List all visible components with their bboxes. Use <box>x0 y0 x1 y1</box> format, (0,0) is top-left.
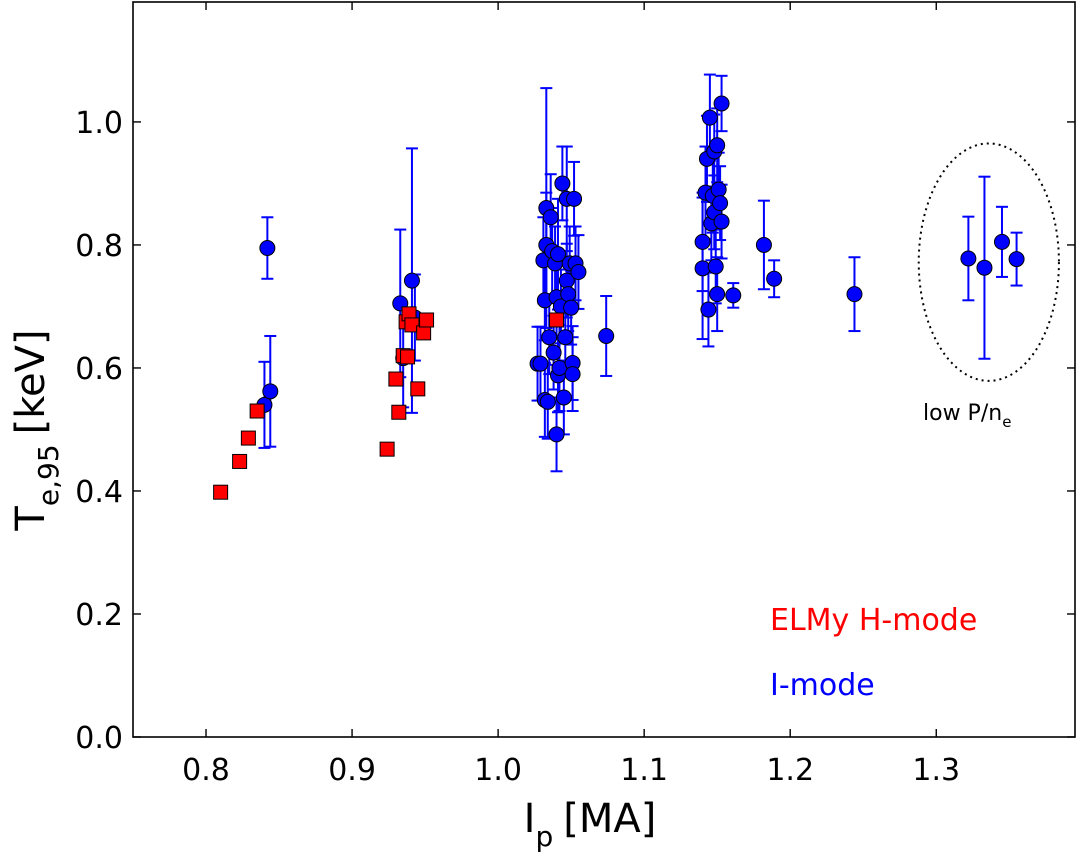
i-mode-points <box>256 95 1025 443</box>
i-mode-point <box>539 393 556 410</box>
i-mode-point <box>976 259 993 276</box>
elmy-h-mode-point <box>400 349 416 365</box>
elmy-h-mode-point <box>416 325 432 341</box>
i-mode-point <box>564 366 581 383</box>
y-tick-label: 0.4 <box>75 475 123 510</box>
i-mode-error-bars <box>258 73 1023 473</box>
i-mode-point <box>570 264 587 281</box>
i-mode-point <box>755 236 772 253</box>
legend-entry-elmy-h-mode: ELMy H-mode <box>770 603 977 638</box>
i-mode-point <box>694 233 711 250</box>
i-mode-point <box>700 301 717 318</box>
y-axis-symbol: T <box>8 506 54 532</box>
i-mode-point <box>707 258 724 275</box>
low-p-ne-label: low P/ne <box>923 401 1011 431</box>
y-tick-label: 0.6 <box>75 352 123 387</box>
i-mode-point <box>846 286 863 303</box>
elmy-h-mode-point <box>404 317 420 333</box>
i-mode-point <box>555 389 572 406</box>
x-tick-label: 0.9 <box>328 753 376 788</box>
x-tick-label: 1.2 <box>766 753 814 788</box>
i-mode-point <box>554 175 571 192</box>
i-mode-point <box>709 137 726 154</box>
y-tick-label: 0.0 <box>75 721 123 756</box>
i-mode-point <box>259 240 276 257</box>
i-mode-point <box>713 213 730 230</box>
i-mode-point <box>709 286 726 303</box>
legend-entry-i-mode: I-mode <box>770 668 875 703</box>
i-mode-point <box>766 270 783 287</box>
elmy-h-mode-point <box>388 371 404 387</box>
y-tick-label: 0.2 <box>75 598 123 633</box>
elmy-h-mode-point <box>419 312 435 328</box>
x-axis-symbol: I <box>524 796 536 842</box>
x-axis-title: Ip [MA] <box>524 796 657 853</box>
elmy-h-mode-point <box>391 404 407 420</box>
low-p-ne-label-sub: e <box>1002 413 1011 431</box>
y-axis-subscript: e,95 <box>32 444 65 506</box>
elmy-h-mode-point <box>379 441 395 457</box>
elmy-h-mode-point <box>249 403 265 419</box>
plot-content <box>213 73 1025 500</box>
elmy-h-mode-points <box>213 306 565 500</box>
i-mode-point <box>262 383 279 400</box>
i-mode-point <box>725 287 742 304</box>
i-mode-point <box>598 327 615 344</box>
plot-frame <box>132 1 1076 738</box>
i-mode-point <box>712 195 729 212</box>
i-mode-point <box>993 233 1010 250</box>
i-mode-point <box>713 95 730 112</box>
y-tick-label: 1.0 <box>75 106 123 141</box>
elmy-h-mode-point <box>213 484 229 500</box>
x-axis-subscript: p <box>535 820 553 853</box>
y-tick-label: 0.8 <box>75 229 123 264</box>
elmy-h-mode-point <box>240 430 256 446</box>
i-mode-point <box>532 355 549 372</box>
x-tick-label: 1.1 <box>620 753 668 788</box>
elmy-h-mode-point <box>549 312 565 328</box>
i-mode-point <box>1008 251 1025 268</box>
i-mode-point <box>710 181 727 198</box>
i-mode-point <box>549 246 566 263</box>
i-mode-point <box>560 286 577 303</box>
i-mode-point <box>557 329 574 346</box>
i-mode-point <box>566 190 583 207</box>
x-axis-unit: [MA] <box>563 796 656 842</box>
i-mode-point <box>694 260 711 277</box>
i-mode-point <box>548 426 565 443</box>
x-tick-label: 1.3 <box>912 753 960 788</box>
low-p-ne-label-main: low P/n <box>923 401 1002 426</box>
i-mode-point <box>545 344 562 361</box>
i-mode-point <box>563 299 580 316</box>
x-tick-label: 0.8 <box>182 753 230 788</box>
low-p-ne-ellipse <box>917 142 1060 382</box>
i-mode-point <box>403 272 420 289</box>
i-mode-point <box>541 329 558 346</box>
i-mode-point <box>701 109 718 126</box>
elmy-h-mode-point <box>410 381 426 397</box>
axis-ticks: 0.8 0.9 1.0 1.1 1.2 1.3 0.0 0.2 0.4 0.6 0.8 1.0 <box>75 2 1075 788</box>
i-mode-point <box>542 209 559 226</box>
i-mode-point <box>960 250 977 267</box>
elmy-h-mode-point <box>232 453 248 469</box>
x-tick-label: 1.0 <box>474 753 522 788</box>
y-axis-unit: [keV] <box>8 329 54 434</box>
y-axis-title: Te,95 [keV] <box>8 329 65 531</box>
